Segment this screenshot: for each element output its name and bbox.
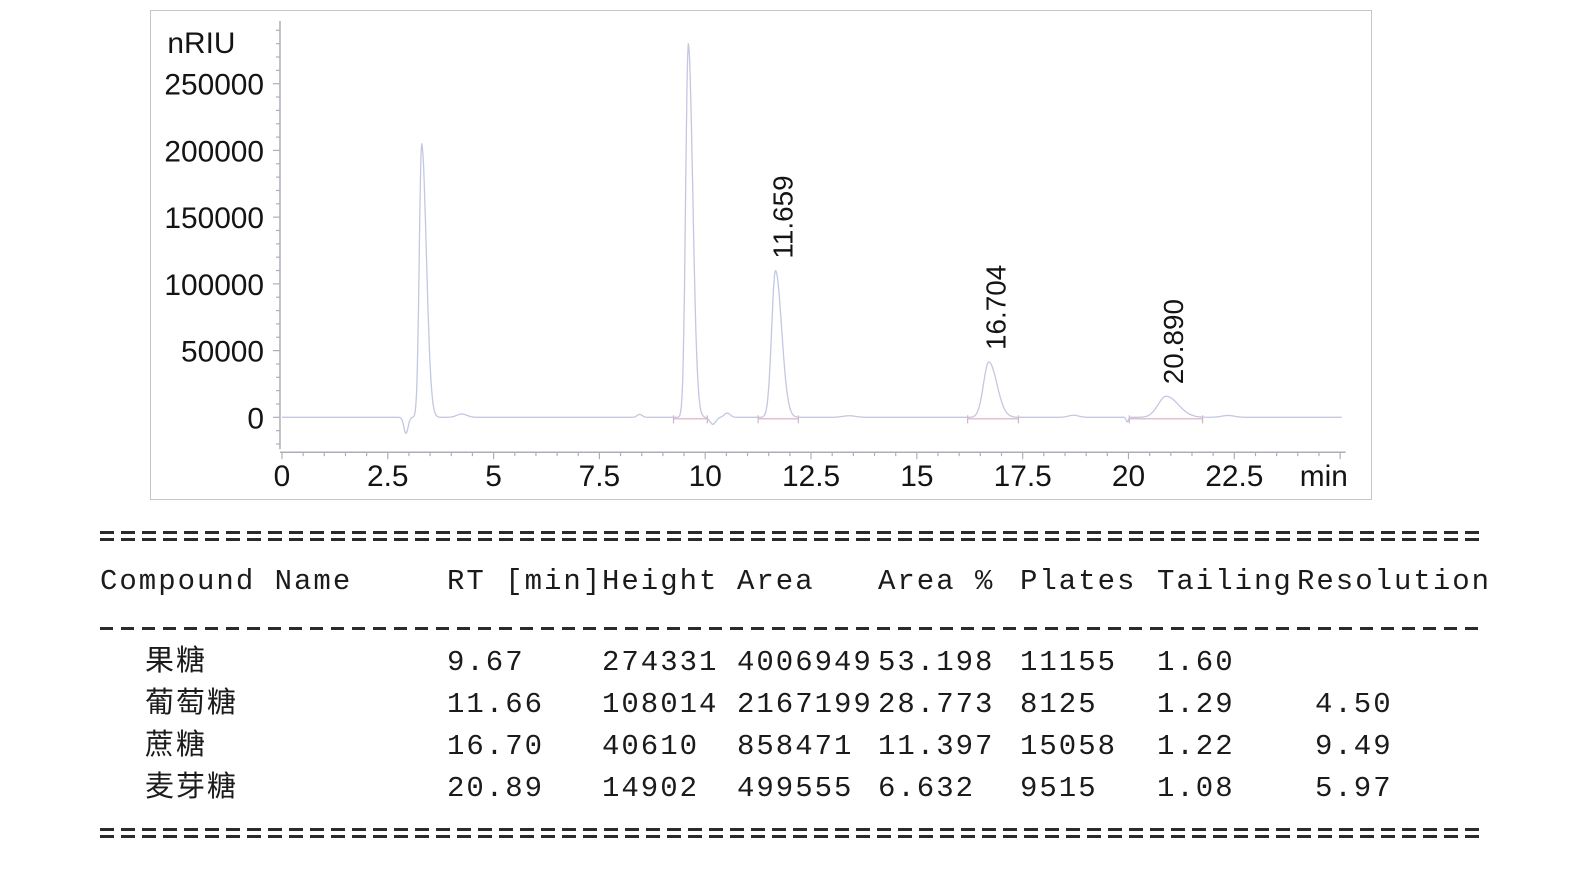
col-header-area: Area <box>737 565 815 598</box>
cell-tailing: 1.60 <box>1157 646 1235 679</box>
cell-area: 4006949 <box>737 646 873 679</box>
col-header-resolution: Resolution <box>1297 565 1492 598</box>
cell-name: 果糖 <box>145 646 208 679</box>
results-table: Compound Name RT [min] Height Area Area % Pla… <box>100 528 1492 839</box>
cell-plates: 8125 <box>1020 688 1098 721</box>
cell-resolution <box>1297 642 1484 684</box>
x-tick-label: 0 <box>274 460 291 493</box>
table-header-row: Compound Name RT [min] Height Area Area % Pla… <box>100 561 1492 603</box>
x-tick-label: 7.5 <box>579 460 621 493</box>
cell-area: 2167199 <box>737 688 873 721</box>
y-tick-label: 50000 <box>181 336 264 369</box>
cell-resolution: 9.49 <box>1315 730 1393 763</box>
cell-name: 麦芽糖 <box>145 772 239 805</box>
chromatogram-chart: 0 50000 100000 150000 200000 250000 0 2.5 5 7.5 10… <box>164 20 1348 493</box>
cell-resolution: 4.50 <box>1315 688 1393 721</box>
col-header-height: Height <box>602 565 719 598</box>
cell-rt: 9.67 <box>447 646 525 679</box>
cell-areapct: 11.397 <box>878 730 995 763</box>
col-header-tailing: Tailing <box>1157 565 1293 598</box>
col-header-plates: Plates <box>1020 565 1137 598</box>
x-tick-label: 22.5 <box>1205 460 1263 493</box>
y-tick-label: 250000 <box>164 69 264 102</box>
x-tick-label: 2.5 <box>367 460 409 493</box>
y-tick-label: 100000 <box>164 269 264 302</box>
x-tick-label: 15 <box>900 460 933 493</box>
cell-tailing: 1.29 <box>1157 688 1235 721</box>
table-row: 果糖 9.67 274331 4006949 53.198 11155 1.60 <box>100 642 1484 684</box>
cell-plates: 11155 <box>1020 646 1118 679</box>
table-top-rule <box>100 531 1484 542</box>
cell-height: 40610 <box>602 730 700 763</box>
peak-rt-label: 11.659 <box>767 175 798 258</box>
table-row: 蔗糖 16.70 40610 858471 11.397 15058 1.22 9.49 <box>100 726 1484 768</box>
cell-area: 499555 <box>737 772 854 805</box>
table-row: 葡萄糖 11.66 108014 2167199 28.773 8125 1.29 4.50 <box>100 684 1484 726</box>
cell-rt: 11.66 <box>447 688 545 721</box>
col-header-name: Compound Name <box>100 565 353 598</box>
y-axis-title: nRIU <box>167 27 235 60</box>
cell-name: 葡萄糖 <box>145 688 239 721</box>
col-header-rt: RT [min] <box>447 565 603 598</box>
y-tick-label: 200000 <box>164 135 264 168</box>
y-tick-label: 150000 <box>164 202 264 235</box>
cell-areapct: 28.773 <box>878 688 995 721</box>
cell-areapct: 53.198 <box>878 646 995 679</box>
cell-rt: 16.70 <box>447 730 545 763</box>
x-tick-label: 17.5 <box>994 460 1052 493</box>
cell-area: 858471 <box>737 730 854 763</box>
cell-height: 14902 <box>602 772 700 805</box>
chromatogram-trace <box>281 43 1342 434</box>
cell-plates: 9515 <box>1020 772 1098 805</box>
x-axis-unit: min <box>1300 460 1348 493</box>
col-header-areapct: Area % <box>878 565 995 598</box>
cell-plates: 15058 <box>1020 730 1118 763</box>
chromatogram-panel: 0 50000 100000 150000 200000 250000 0 2.5 5 7.5 10… <box>150 10 1372 500</box>
peak-rt-label: 16.704 <box>981 265 1012 350</box>
cell-name: 蔗糖 <box>145 730 208 763</box>
cell-height: 274331 <box>602 646 719 679</box>
cell-areapct: 6.632 <box>878 772 976 805</box>
cell-tailing: 1.22 <box>1157 730 1235 763</box>
cell-rt: 20.89 <box>447 772 545 805</box>
cell-resolution: 5.97 <box>1315 772 1393 805</box>
x-tick-label: 5 <box>485 460 502 493</box>
cell-tailing: 1.08 <box>1157 772 1235 805</box>
table-header-rule <box>100 627 1484 630</box>
x-tick-label: 20 <box>1112 460 1145 493</box>
table-row: 麦芽糖 20.89 14902 499555 6.632 9515 1.08 5.97 <box>100 768 1484 810</box>
y-tick-label: 0 <box>247 402 264 435</box>
peak-rt-label: 20.890 <box>1158 299 1189 384</box>
x-tick-label: 12.5 <box>782 460 840 493</box>
table-body: 果糖 9.67 274331 4006949 53.198 11155 1.60 葡萄糖 11.… <box>100 642 1484 810</box>
x-tick-label: 10 <box>689 460 722 493</box>
table-bottom-rule <box>100 828 1484 839</box>
cell-height: 108014 <box>602 688 719 721</box>
